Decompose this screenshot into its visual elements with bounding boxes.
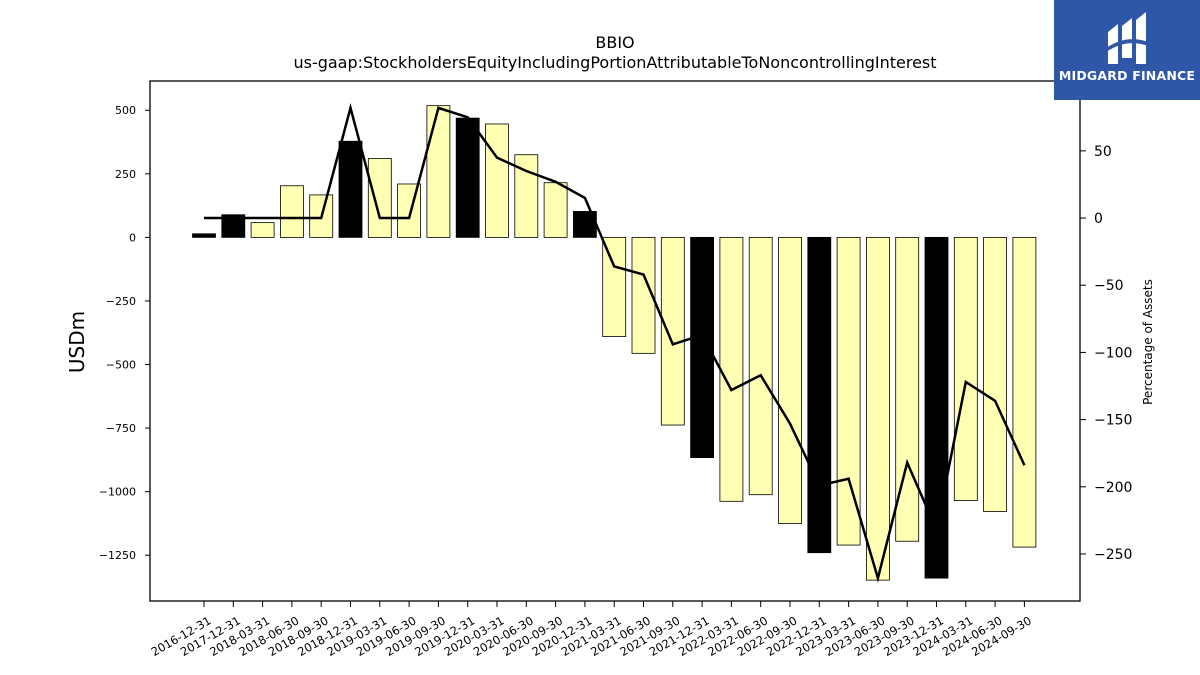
line-group	[204, 103, 1026, 583]
bar	[983, 236, 1007, 512]
y2-tick-label: 0	[1094, 211, 1103, 227]
brand-name: MIDGARD FINANCE	[1058, 68, 1196, 83]
y-tick-label: −1250	[99, 549, 136, 562]
y-tick-label: 500	[115, 104, 136, 117]
bar	[748, 236, 773, 496]
x-axis: 2016-12-312017-12-312018-03-312018-06-30…	[149, 601, 1034, 659]
y2-axis-label: Percentage of Assets	[1141, 279, 1155, 405]
y-tick-label: 250	[115, 168, 136, 181]
bar	[895, 236, 920, 542]
bar	[807, 236, 832, 554]
bar	[602, 236, 627, 337]
bar	[836, 236, 861, 546]
bar	[719, 236, 744, 502]
y2-tick-label: −50	[1094, 278, 1124, 294]
bar	[338, 140, 363, 238]
bars-group	[192, 105, 1037, 581]
bar	[660, 236, 685, 426]
y-tick-label: −250	[106, 295, 136, 308]
right-axis: −250 −200 −150 −100 −50 0 50	[1080, 144, 1132, 563]
bar	[279, 185, 304, 238]
y-tick-label: −750	[106, 422, 136, 435]
left-axis: −1250 −1000 −750 −500 −250 0 250 500	[99, 104, 150, 562]
bar	[192, 233, 216, 238]
bar	[485, 123, 509, 238]
y-tick-label: 0	[129, 231, 136, 244]
chart-title: BBIO	[595, 33, 634, 52]
bar	[866, 236, 890, 581]
plot-frame	[149, 80, 1081, 602]
bar	[367, 158, 392, 238]
bar	[543, 182, 568, 238]
bar	[514, 154, 539, 238]
series-line	[204, 103, 1026, 583]
bar	[924, 236, 949, 579]
bar	[221, 214, 246, 238]
y2-tick-label: −100	[1094, 345, 1132, 361]
y-axis-label: USDm	[65, 311, 89, 373]
y-tick-label: −500	[106, 359, 136, 372]
bar	[631, 236, 656, 354]
bar	[953, 236, 978, 501]
bar	[690, 236, 714, 458]
logo-icon	[1106, 12, 1148, 64]
y2-tick-label: −200	[1094, 480, 1132, 496]
y2-tick-label: 50	[1094, 144, 1112, 160]
y2-tick-label: −150	[1094, 413, 1132, 429]
y2-tick-label: −250	[1094, 547, 1132, 563]
chart-subtitle: us-gaap:StockholdersEquityIncludingPorti…	[293, 53, 936, 72]
bar	[426, 105, 451, 238]
y-tick-label: −1000	[99, 486, 136, 499]
bar	[455, 117, 480, 238]
brand-logo: MIDGARD FINANCE	[1054, 0, 1200, 100]
bar	[250, 222, 275, 238]
bar	[1012, 236, 1037, 548]
bar	[778, 236, 802, 524]
